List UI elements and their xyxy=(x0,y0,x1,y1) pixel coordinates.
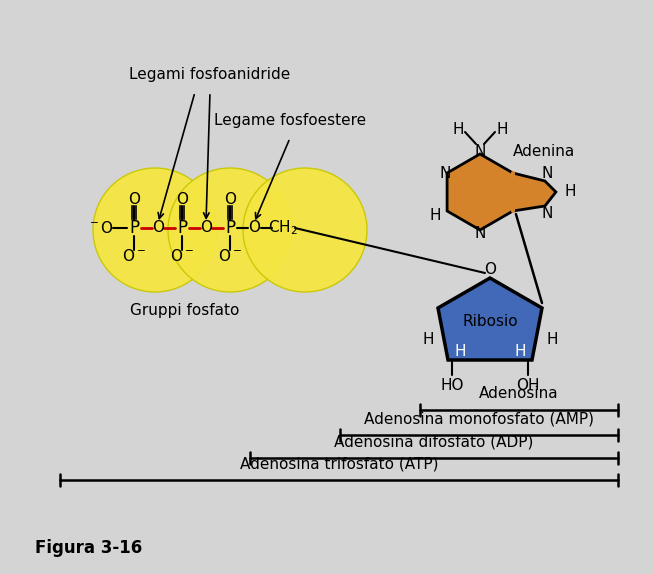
Text: N: N xyxy=(439,165,451,180)
Text: H: H xyxy=(453,122,464,137)
Text: Legame fosfoestere: Legame fosfoestere xyxy=(214,113,366,127)
Text: N: N xyxy=(542,165,553,180)
Text: H: H xyxy=(514,344,526,359)
Text: $^-$O: $^-$O xyxy=(86,220,113,236)
Circle shape xyxy=(168,168,292,292)
Text: O: O xyxy=(248,220,260,235)
Text: Adenosina monofosfato (AMP): Adenosina monofosfato (AMP) xyxy=(364,412,594,426)
Circle shape xyxy=(243,168,367,292)
Text: H: H xyxy=(546,332,558,347)
Text: H: H xyxy=(429,208,441,223)
Text: Adenina: Adenina xyxy=(513,145,575,160)
Text: Adenosina: Adenosina xyxy=(479,386,559,401)
Text: H: H xyxy=(564,184,576,200)
Text: P: P xyxy=(129,219,139,237)
Text: P: P xyxy=(177,219,187,237)
Text: OH: OH xyxy=(516,378,540,393)
Text: Legami fosfoanidride: Legami fosfoanidride xyxy=(129,68,290,83)
Text: O: O xyxy=(128,192,140,207)
Text: O: O xyxy=(200,220,212,235)
Text: H: H xyxy=(496,122,508,137)
Text: O$^-$: O$^-$ xyxy=(218,248,242,264)
Circle shape xyxy=(93,168,217,292)
Text: N: N xyxy=(474,145,486,160)
Text: Adenosina difosfato (ADP): Adenosina difosfato (ADP) xyxy=(334,435,534,449)
Text: N: N xyxy=(474,226,486,241)
Text: P: P xyxy=(225,219,235,237)
Text: O$^-$: O$^-$ xyxy=(122,248,146,264)
Text: N: N xyxy=(542,207,553,222)
Text: Ribosio: Ribosio xyxy=(462,315,518,329)
Text: CH$_2$: CH$_2$ xyxy=(268,219,298,238)
Text: H: H xyxy=(455,344,466,359)
Polygon shape xyxy=(438,278,542,360)
Text: O: O xyxy=(224,192,236,207)
Text: O: O xyxy=(152,220,164,235)
Text: O$^-$: O$^-$ xyxy=(170,248,194,264)
Polygon shape xyxy=(513,173,556,211)
Text: HO: HO xyxy=(440,378,464,393)
Text: Figura 3-16: Figura 3-16 xyxy=(35,539,143,557)
Text: O: O xyxy=(176,192,188,207)
Text: H: H xyxy=(422,332,434,347)
Text: O: O xyxy=(484,262,496,277)
Text: Adenosina trifosfato (ATP): Adenosina trifosfato (ATP) xyxy=(240,456,438,471)
Polygon shape xyxy=(447,154,513,230)
Text: Gruppi fosfato: Gruppi fosfato xyxy=(130,302,239,317)
